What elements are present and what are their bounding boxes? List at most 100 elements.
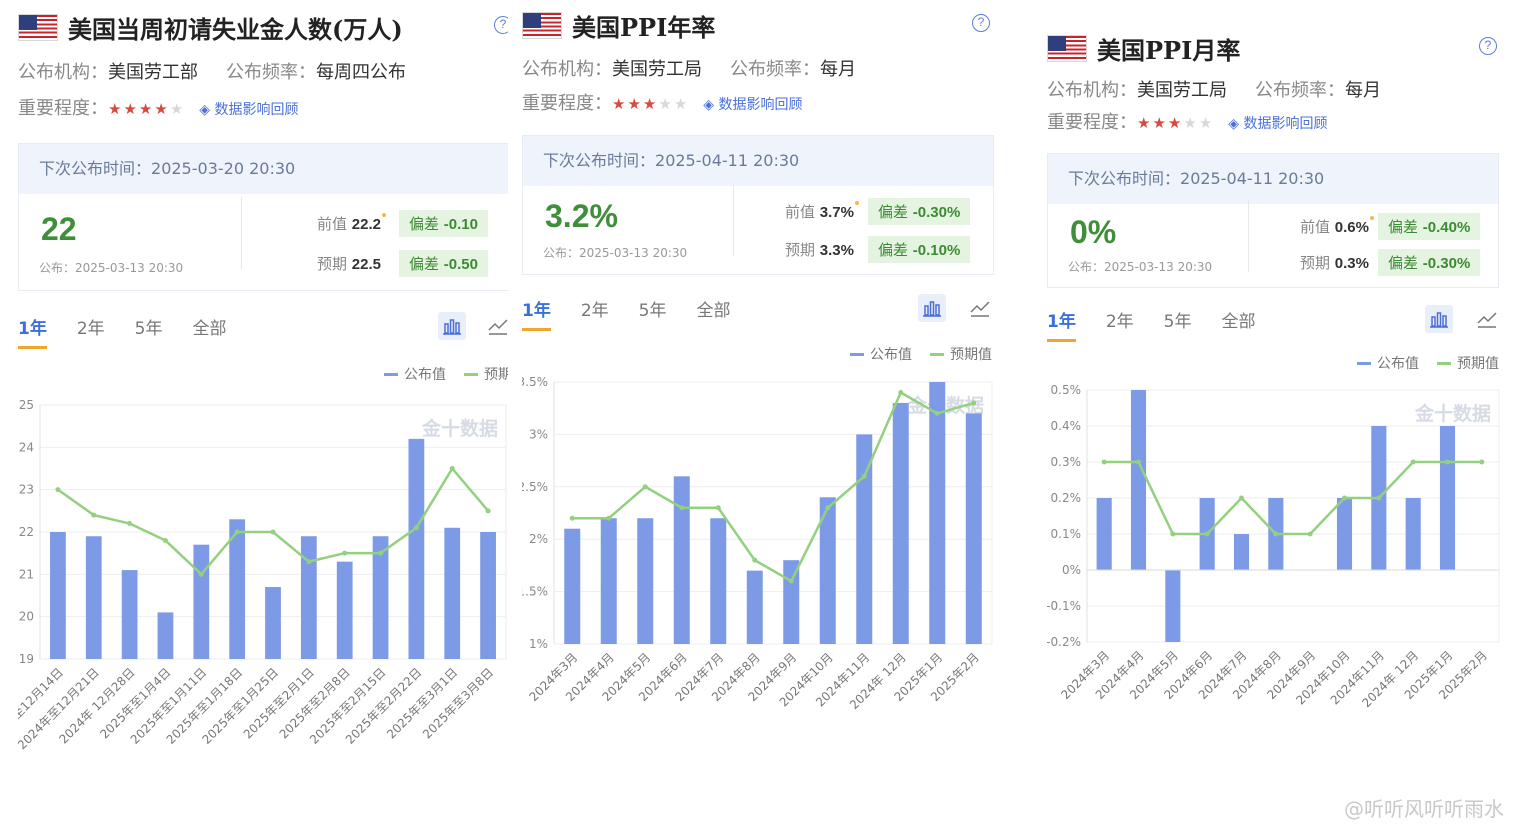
- bar-actual[interactable]: [1336, 498, 1353, 570]
- tab-range-0[interactable]: 1年: [18, 314, 47, 349]
- forecast-point[interactable]: [569, 515, 575, 521]
- bar-actual[interactable]: [673, 476, 690, 644]
- deviation-forecast-number: -0.10%: [912, 242, 961, 259]
- forecast-point[interactable]: [1307, 531, 1313, 537]
- forecast-point[interactable]: [270, 529, 276, 535]
- forecast-point[interactable]: [413, 525, 419, 531]
- forecast-point[interactable]: [715, 505, 721, 511]
- forecast-point[interactable]: [752, 557, 758, 563]
- forecast-point[interactable]: [861, 473, 867, 479]
- bar-actual[interactable]: [193, 544, 210, 659]
- bar-actual[interactable]: [783, 560, 800, 644]
- bar-actual[interactable]: [929, 382, 946, 644]
- line-chart-toggle[interactable]: [1473, 305, 1501, 333]
- forecast-point[interactable]: [342, 550, 348, 556]
- bar-chart-toggle[interactable]: [1425, 305, 1453, 333]
- forecast-point[interactable]: [1101, 459, 1107, 465]
- legend-item-forecast[interactable]: 预期: [464, 364, 508, 384]
- tab-range-2[interactable]: 5年: [134, 319, 163, 339]
- forecast-point[interactable]: [934, 410, 940, 416]
- impact-review-link[interactable]: ◈ 数据影响回顾: [1228, 116, 1327, 132]
- forecast-point[interactable]: [162, 537, 168, 543]
- forecast-point[interactable]: [1273, 531, 1279, 537]
- forecast-point[interactable]: [642, 484, 648, 490]
- forecast-point[interactable]: [55, 487, 61, 493]
- line-chart-toggle[interactable]: [966, 294, 994, 322]
- forecast-point[interactable]: [1376, 495, 1382, 501]
- tab-range-2[interactable]: 5年: [638, 301, 667, 321]
- tab-range-2[interactable]: 5年: [1163, 312, 1192, 332]
- bar-actual[interactable]: [480, 532, 496, 659]
- bar-actual[interactable]: [819, 497, 836, 644]
- tab-range-1[interactable]: 2年: [580, 301, 609, 321]
- forecast-point[interactable]: [198, 571, 204, 577]
- forecast-point[interactable]: [1342, 495, 1347, 501]
- bar-actual[interactable]: [372, 536, 389, 659]
- forecast-point[interactable]: [1445, 459, 1450, 465]
- forecast-point[interactable]: [306, 559, 312, 565]
- forecast-point[interactable]: [898, 389, 904, 395]
- forecast-point[interactable]: [606, 515, 612, 521]
- bar-actual[interactable]: [892, 402, 909, 644]
- forecast-point[interactable]: [449, 466, 455, 471]
- help-icon[interactable]: ?: [1479, 37, 1497, 55]
- bar-actual[interactable]: [121, 570, 138, 659]
- forecast-point[interactable]: [378, 550, 384, 556]
- bar-chart-toggle[interactable]: [438, 312, 466, 340]
- forecast-point[interactable]: [1410, 459, 1416, 465]
- bar-actual[interactable]: [300, 536, 317, 659]
- tab-range-0[interactable]: 1年: [1047, 307, 1076, 342]
- bar-actual[interactable]: [746, 570, 763, 644]
- legend-item-forecast[interactable]: 预期值: [1437, 353, 1499, 373]
- tab-range-1[interactable]: 2年: [76, 319, 105, 339]
- tab-range-3[interactable]: 全部: [696, 301, 731, 321]
- bar-actual[interactable]: [336, 561, 353, 659]
- bar-actual[interactable]: [1165, 570, 1181, 642]
- impact-review-link[interactable]: ◈ 数据影响回顾: [703, 97, 802, 113]
- bar-actual[interactable]: [157, 612, 174, 659]
- legend-item-actual[interactable]: 公布值: [850, 344, 912, 364]
- help-icon[interactable]: ?: [972, 14, 990, 32]
- forecast-point[interactable]: [1204, 531, 1210, 537]
- bar-actual[interactable]: [1130, 390, 1147, 570]
- bar-actual[interactable]: [50, 532, 66, 659]
- bar-chart-toggle[interactable]: [918, 294, 946, 322]
- tab-range-0[interactable]: 1年: [522, 296, 551, 331]
- forecast-point[interactable]: [91, 512, 97, 518]
- line-chart-toggle[interactable]: [484, 312, 508, 340]
- forecast-point[interactable]: [1479, 459, 1485, 465]
- forecast-point[interactable]: [1239, 495, 1244, 501]
- bar-actual[interactable]: [1096, 498, 1112, 570]
- forecast-point[interactable]: [234, 529, 240, 535]
- bar-actual[interactable]: [564, 528, 581, 644]
- forecast-point[interactable]: [788, 578, 794, 584]
- forecast-point[interactable]: [485, 508, 491, 514]
- tab-range-3[interactable]: 全部: [1221, 312, 1256, 332]
- bar-actual[interactable]: [637, 518, 654, 644]
- bar-actual[interactable]: [408, 438, 425, 659]
- forecast-point[interactable]: [1136, 459, 1141, 465]
- tab-range-3[interactable]: 全部: [192, 319, 227, 339]
- bar-actual[interactable]: [1405, 498, 1421, 570]
- legend-item-actual[interactable]: 公布值: [1357, 353, 1419, 373]
- forecast-point[interactable]: [127, 521, 133, 527]
- legend-item-actual[interactable]: 公布值: [384, 364, 446, 384]
- bar-actual[interactable]: [1439, 426, 1456, 570]
- legend-item-forecast[interactable]: 预期值: [930, 344, 992, 364]
- bar-actual[interactable]: [600, 518, 617, 644]
- bar-actual[interactable]: [965, 413, 982, 644]
- forecast-point[interactable]: [679, 505, 685, 511]
- bar-actual[interactable]: [444, 527, 461, 659]
- bar-actual[interactable]: [710, 518, 727, 644]
- bar-actual[interactable]: [856, 434, 873, 644]
- bar-actual[interactable]: [1233, 534, 1250, 570]
- impact-review-link[interactable]: ◈ 数据影响回顾: [199, 102, 298, 118]
- help-icon[interactable]: ?: [494, 16, 508, 34]
- forecast-point[interactable]: [1170, 531, 1176, 537]
- forecast-point[interactable]: [971, 400, 977, 406]
- bar-actual[interactable]: [85, 536, 102, 659]
- tab-range-1[interactable]: 2年: [1105, 312, 1134, 332]
- forecast-point[interactable]: [825, 505, 831, 511]
- bar-actual[interactable]: [229, 519, 246, 659]
- bar-actual[interactable]: [265, 587, 281, 659]
